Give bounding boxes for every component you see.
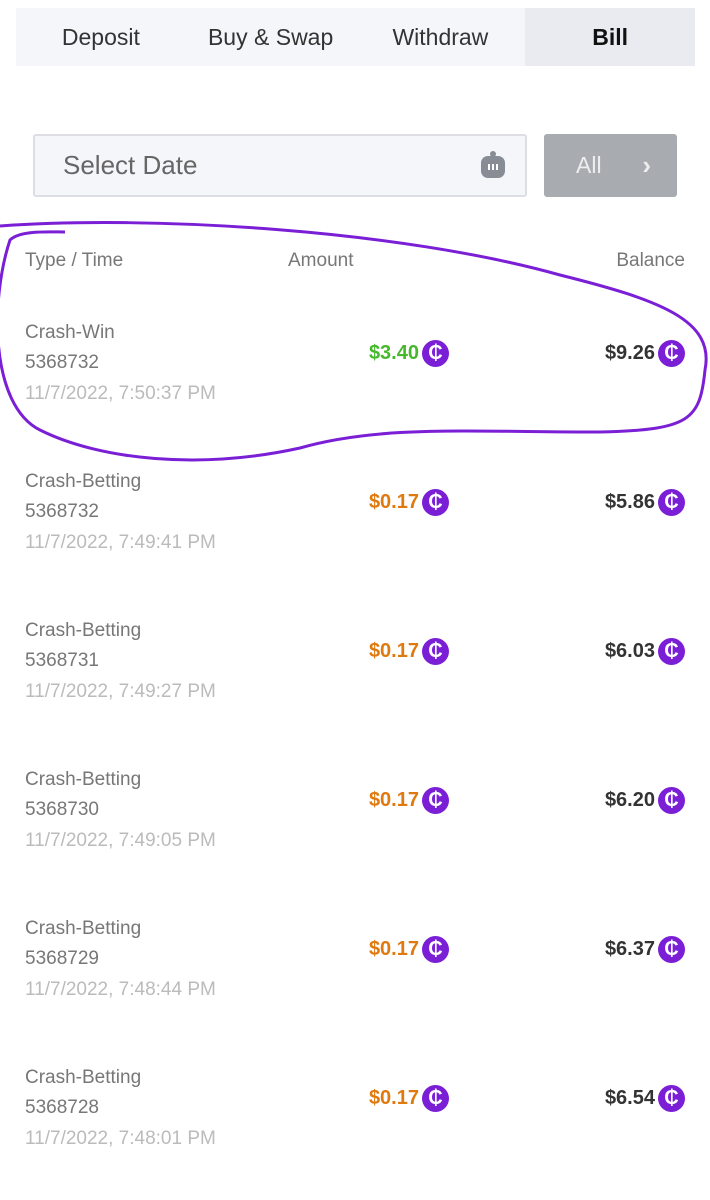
amount-value: $0.17	[368, 789, 419, 811]
amount: $0.17 ₵	[369, 489, 449, 516]
column-amount: Amount	[288, 250, 354, 271]
amount: $0.17 ₵	[369, 1085, 449, 1112]
all-filter-button[interactable]: All ›	[544, 134, 677, 197]
coin-icon: ₵	[422, 340, 449, 367]
transaction-row: Crash-Betting 5368730 11/7/2022, 7:49:05…	[0, 769, 710, 869]
balance: $9.26 ₵	[605, 340, 685, 367]
balance: $5.86 ₵	[605, 489, 685, 516]
transaction-type: Crash-Betting	[25, 918, 142, 939]
transaction-time: 11/7/2022, 7:49:41 PM	[25, 532, 216, 553]
coin-icon: ₵	[658, 1085, 685, 1112]
amount-value: $0.17	[368, 938, 419, 960]
balance-value: $6.20	[604, 789, 655, 811]
coin-icon: ₵	[658, 936, 685, 963]
amount: $3.40 ₵	[369, 340, 449, 367]
amount: $0.17 ₵	[369, 936, 449, 963]
balance-value: $5.86	[604, 491, 655, 513]
coin-icon: ₵	[422, 489, 449, 516]
coin-icon: ₵	[658, 787, 685, 814]
transaction-time: 11/7/2022, 7:49:27 PM	[25, 681, 216, 702]
transaction-type: Crash-Betting	[25, 471, 142, 492]
coin-icon: ₵	[422, 787, 449, 814]
transaction-type: Crash-Betting	[25, 1067, 142, 1088]
transaction-type: Crash-Betting	[25, 620, 142, 641]
column-type-time: Type / Time	[25, 250, 124, 271]
column-balance: Balance	[616, 250, 685, 271]
coin-icon: ₵	[422, 1085, 449, 1112]
coin-icon: ₵	[658, 638, 685, 665]
amount-value: $3.40	[368, 342, 419, 364]
transaction-time: 11/7/2022, 7:50:37 PM	[25, 383, 216, 404]
tab-deposit[interactable]: Deposit	[61, 23, 140, 50]
coin-icon: ₵	[658, 489, 685, 516]
balance: $6.54 ₵	[605, 1085, 685, 1112]
transaction-id: 5368732	[25, 501, 99, 522]
tab-bar: Deposit Buy & Swap Withdraw Bill	[16, 8, 695, 66]
balance-value: $6.03	[604, 640, 655, 662]
transaction-type: Crash-Win	[25, 322, 115, 343]
balance-value: $9.26	[604, 342, 655, 364]
transaction-row: Crash-Win 5368732 11/7/2022, 7:50:37 PM …	[0, 322, 710, 422]
tab-withdraw[interactable]: Withdraw	[392, 23, 489, 50]
tab-buy-swap[interactable]: Buy & Swap	[207, 23, 334, 50]
balance-value: $6.54	[604, 1087, 655, 1109]
transaction-time: 11/7/2022, 7:48:01 PM	[25, 1128, 216, 1149]
transaction-id: 5368728	[25, 1097, 99, 1118]
transaction-type: Crash-Betting	[25, 769, 142, 790]
coin-icon: ₵	[422, 638, 449, 665]
amount-value: $0.17	[368, 1087, 419, 1109]
coin-icon: ₵	[422, 936, 449, 963]
transaction-id: 5368731	[25, 650, 99, 671]
transaction-time: 11/7/2022, 7:48:44 PM	[25, 979, 216, 1000]
amount: $0.17 ₵	[369, 638, 449, 665]
transaction-id: 5368730	[25, 799, 99, 820]
transaction-row: Crash-Betting 5368729 11/7/2022, 7:48:44…	[0, 918, 710, 1018]
balance-value: $6.37	[604, 938, 655, 960]
transaction-id: 5368729	[25, 948, 99, 969]
date-picker-input[interactable]: Select Date	[33, 134, 527, 197]
transaction-row: Crash-Betting 5368732 11/7/2022, 7:49:41…	[0, 471, 710, 571]
balance: $6.03 ₵	[605, 638, 685, 665]
transaction-time: 11/7/2022, 7:49:05 PM	[25, 830, 216, 851]
all-label: All	[576, 152, 602, 178]
chevron-right-icon: ›	[642, 150, 651, 180]
date-placeholder: Select Date	[63, 150, 198, 180]
amount-value: $0.17	[368, 491, 419, 513]
amount-value: $0.17	[368, 640, 419, 662]
balance: $6.37 ₵	[605, 936, 685, 963]
transaction-id: 5368732	[25, 352, 99, 373]
coin-icon: ₵	[658, 340, 685, 367]
transaction-row: Crash-Betting 5368731 11/7/2022, 7:49:27…	[0, 620, 710, 720]
calendar-icon[interactable]	[481, 151, 505, 178]
tab-bill[interactable]: Bill	[525, 8, 695, 66]
balance: $6.20 ₵	[605, 787, 685, 814]
transaction-row: Crash-Betting 5368728 11/7/2022, 7:48:01…	[0, 1067, 710, 1167]
amount: $0.17 ₵	[369, 787, 449, 814]
